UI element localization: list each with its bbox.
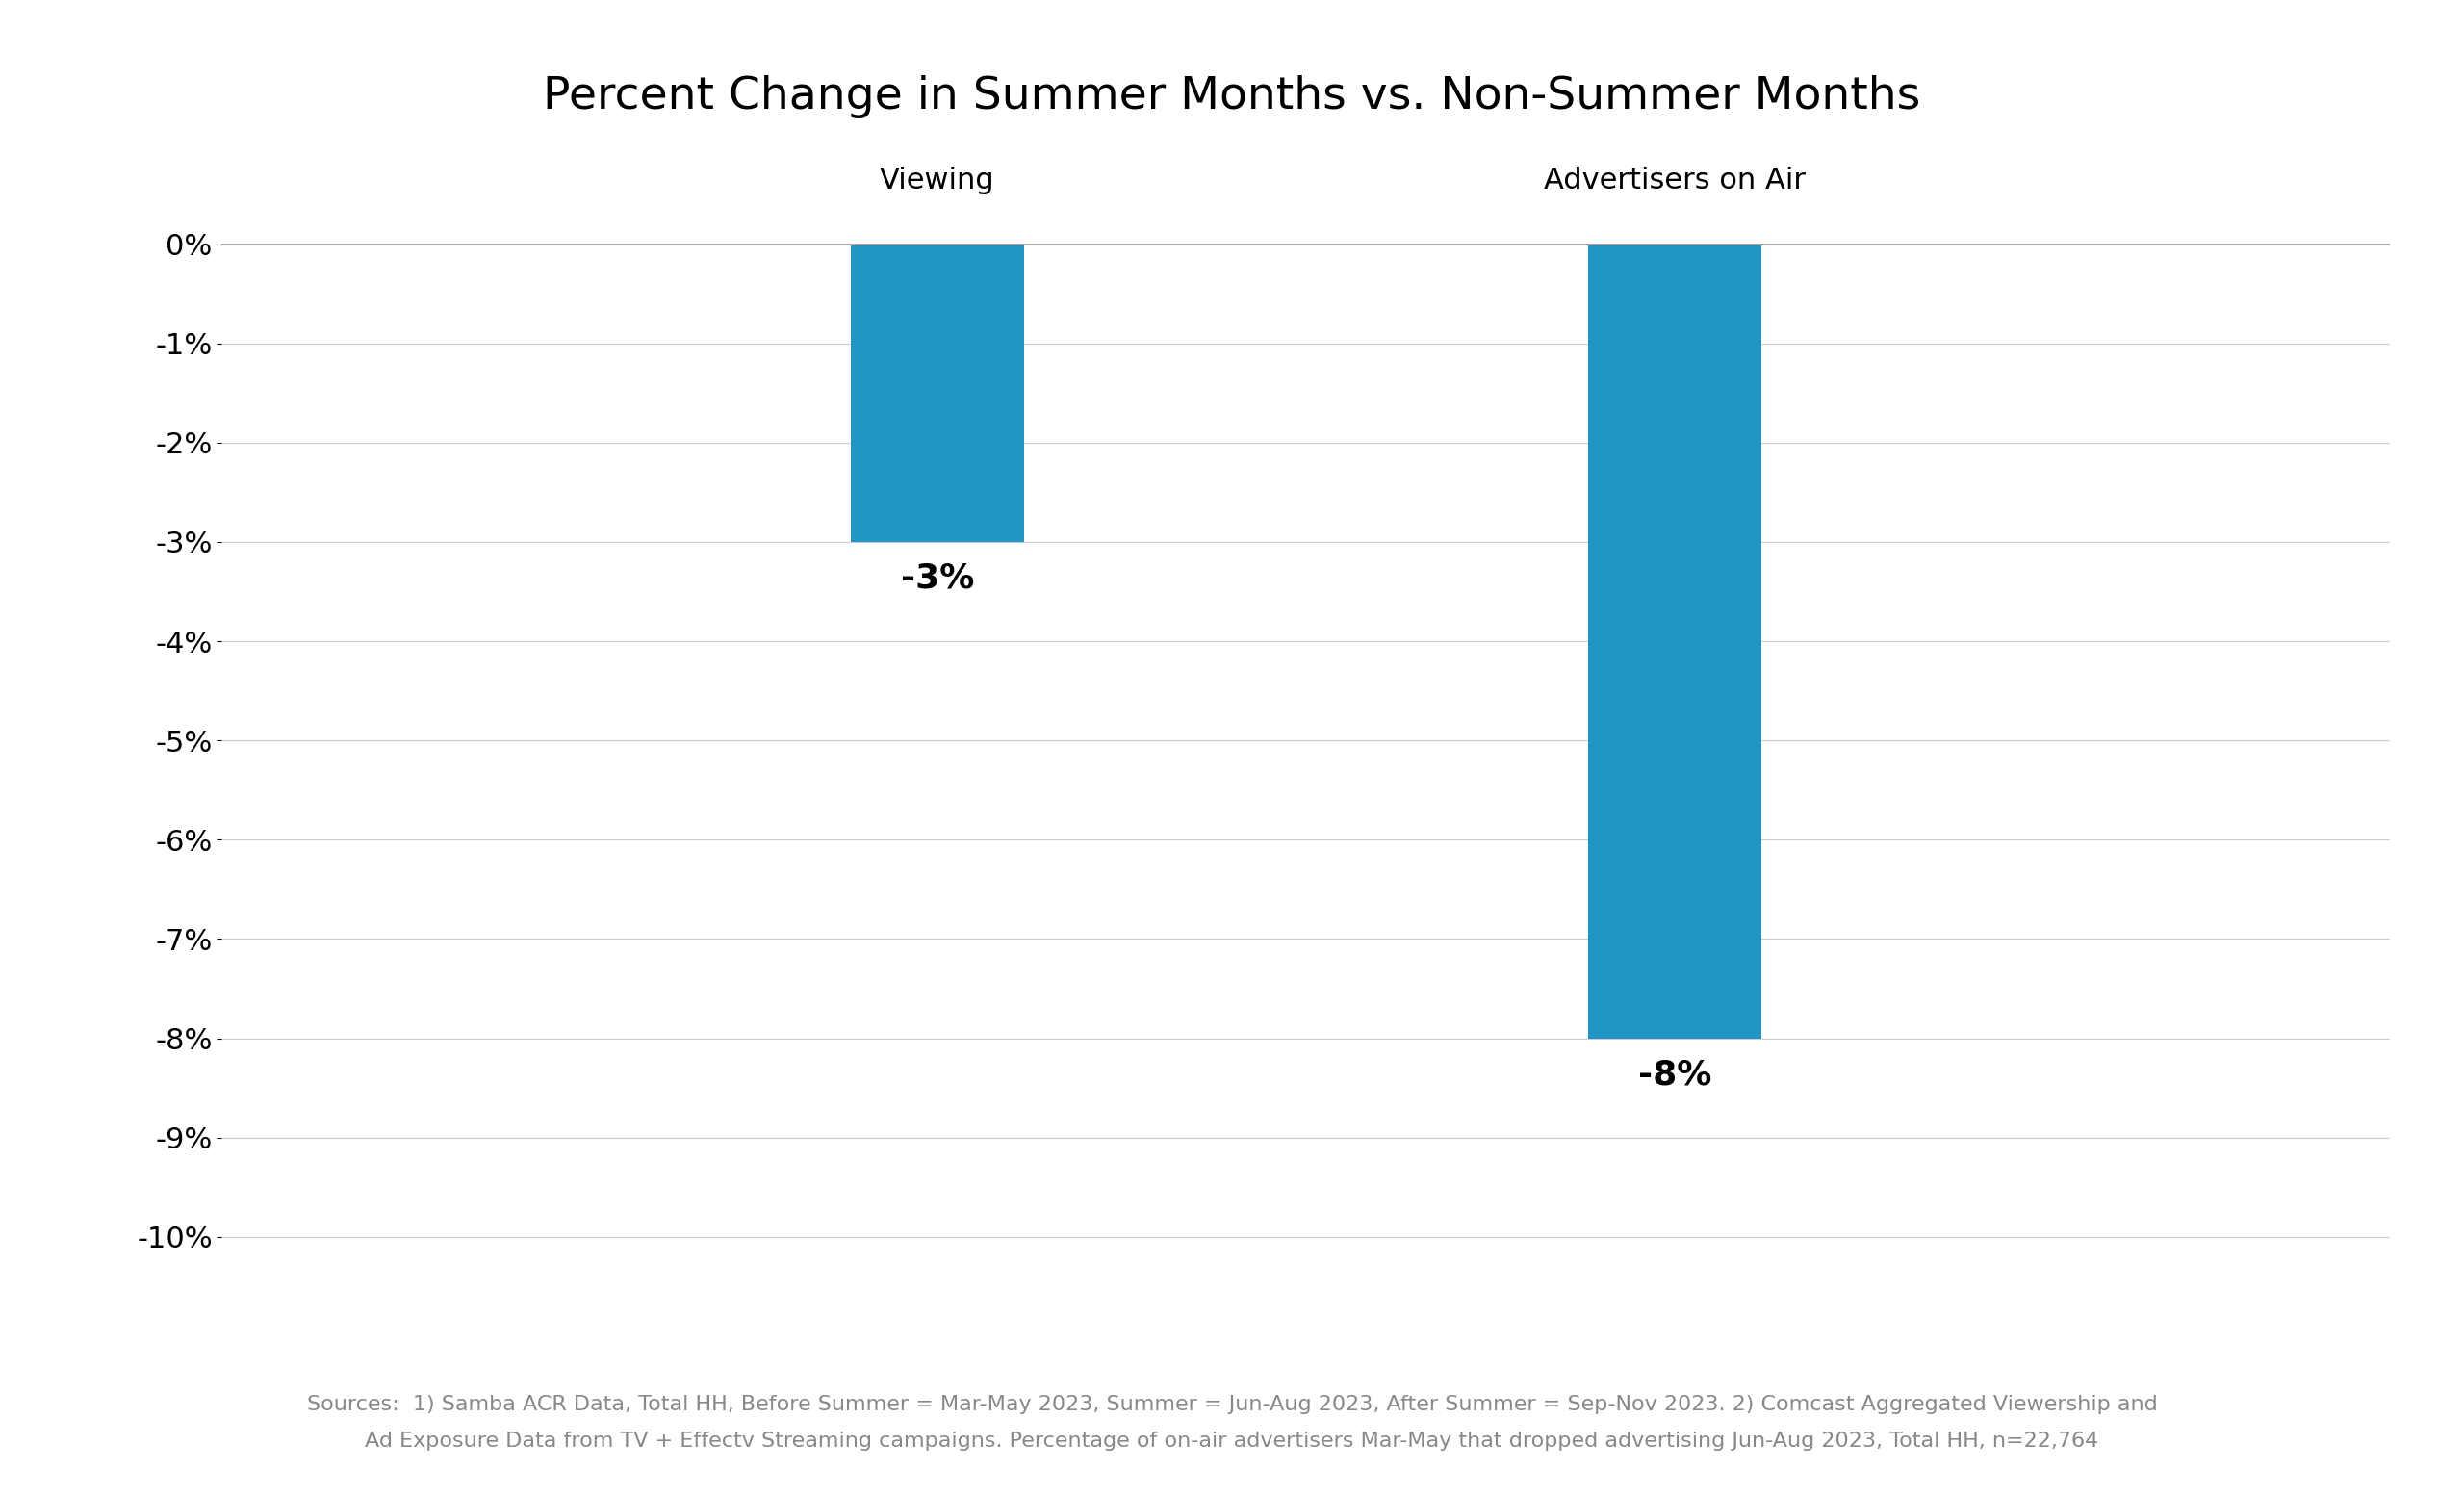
- Text: Sources:  1) Samba ACR Data, Total HH, Before Summer = Mar-May 2023, Summer = Ju: Sources: 1) Samba ACR Data, Total HH, Be…: [306, 1394, 2158, 1414]
- Text: Ad Exposure Data from TV + Effectv Streaming campaigns. Percentage of on-air adv: Ad Exposure Data from TV + Effectv Strea…: [365, 1432, 2099, 1451]
- Text: -8%: -8%: [1639, 1058, 1712, 1091]
- Text: Advertisers on Air: Advertisers on Air: [1542, 166, 1806, 194]
- Text: Viewing: Viewing: [880, 166, 995, 194]
- Bar: [1587, 244, 1762, 1038]
- Text: -3%: -3%: [899, 562, 973, 594]
- Text: Percent Change in Summer Months vs. Non-Summer Months: Percent Change in Summer Months vs. Non-…: [542, 75, 1922, 118]
- Bar: [850, 244, 1025, 542]
